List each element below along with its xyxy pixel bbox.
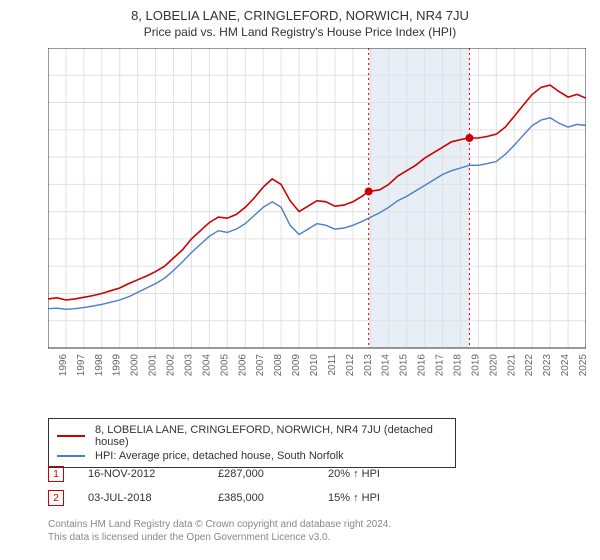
price-chart: £0£50K£100K£150K£200K£250K£300K£350K£400… (48, 48, 586, 384)
page-subtitle: Price paid vs. HM Land Registry's House … (0, 23, 600, 39)
svg-text:2003: 2003 (183, 354, 194, 377)
legend-label: HPI: Average price, detached house, Sout… (95, 450, 344, 462)
svg-text:2004: 2004 (201, 354, 212, 377)
svg-text:2021: 2021 (506, 354, 517, 377)
legend-swatch (57, 435, 85, 437)
transaction-price: £385,000 (218, 492, 328, 504)
transaction-badge: 2 (48, 490, 64, 506)
footer-attribution: Contains HM Land Registry data © Crown c… (48, 518, 391, 544)
svg-text:2010: 2010 (309, 354, 320, 377)
svg-text:2022: 2022 (524, 354, 535, 377)
transaction-pct: 15% ↑ HPI (328, 492, 438, 504)
svg-text:1998: 1998 (94, 354, 105, 377)
svg-text:2007: 2007 (255, 354, 266, 377)
footer-line: Contains HM Land Registry data © Crown c… (48, 518, 391, 531)
transaction-date: 03-JUL-2018 (88, 492, 218, 504)
svg-text:2019: 2019 (470, 354, 481, 377)
svg-text:2018: 2018 (452, 354, 463, 377)
transaction-date: 16-NOV-2012 (88, 468, 218, 480)
svg-text:2001: 2001 (148, 354, 159, 377)
svg-text:1999: 1999 (112, 354, 123, 377)
legend: 8, LOBELIA LANE, CRINGLEFORD, NORWICH, N… (48, 418, 456, 468)
legend-item: HPI: Average price, detached house, Sout… (57, 449, 447, 463)
transaction-row: 2 03-JUL-2018£385,00015% ↑ HPI (48, 486, 438, 510)
svg-text:2013: 2013 (363, 354, 374, 377)
transaction-price: £287,000 (218, 468, 328, 480)
transaction-badge: 1 (48, 466, 64, 482)
svg-text:2008: 2008 (273, 354, 284, 377)
chart-svg: £0£50K£100K£150K£200K£250K£300K£350K£400… (48, 48, 586, 384)
legend-label: 8, LOBELIA LANE, CRINGLEFORD, NORWICH, N… (95, 424, 447, 448)
transaction-row: 1 16-NOV-2012£287,00020% ↑ HPI (48, 462, 438, 486)
svg-text:2024: 2024 (560, 354, 571, 377)
svg-text:2009: 2009 (291, 354, 302, 377)
page-title: 8, LOBELIA LANE, CRINGLEFORD, NORWICH, N… (0, 0, 600, 23)
transaction-pct: 20% ↑ HPI (328, 468, 438, 480)
svg-text:2006: 2006 (237, 354, 248, 377)
svg-text:2025: 2025 (578, 354, 586, 377)
svg-text:2014: 2014 (381, 354, 392, 377)
svg-text:2023: 2023 (542, 354, 553, 377)
transactions-table: 1 16-NOV-2012£287,00020% ↑ HPI 2 03-JUL-201… (48, 462, 438, 510)
svg-text:2017: 2017 (435, 354, 446, 377)
legend-item: 8, LOBELIA LANE, CRINGLEFORD, NORWICH, N… (57, 423, 447, 449)
svg-text:2000: 2000 (130, 354, 141, 377)
svg-text:1995: 1995 (48, 354, 51, 377)
svg-text:2015: 2015 (399, 354, 410, 377)
svg-text:1997: 1997 (76, 354, 87, 377)
legend-swatch (57, 455, 85, 457)
svg-text:2016: 2016 (417, 354, 428, 377)
svg-text:2011: 2011 (327, 354, 338, 376)
svg-text:2002: 2002 (166, 354, 177, 377)
svg-text:2020: 2020 (488, 354, 499, 377)
svg-text:2012: 2012 (345, 354, 356, 377)
footer-line: This data is licensed under the Open Gov… (48, 531, 391, 544)
svg-text:2005: 2005 (219, 354, 230, 377)
svg-text:1996: 1996 (58, 354, 69, 377)
